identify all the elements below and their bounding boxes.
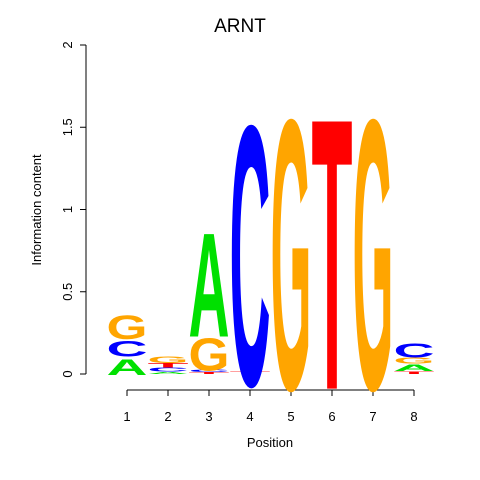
logo-letter-C-pos2: C <box>148 367 189 373</box>
logo-letter-T-pos8: T <box>394 371 435 375</box>
y-axis-label: Information content <box>29 154 44 266</box>
logo-letter-G-pos7: G <box>353 40 394 472</box>
logo-letter-T-pos6: T <box>312 39 353 472</box>
logo-letter-T-pos3: T <box>189 372 230 375</box>
logo-letter-G-pos5: G <box>271 40 312 472</box>
logo-letter-G-pos2: G <box>148 355 189 365</box>
logo-letter-G-pos3: G <box>189 328 230 380</box>
logo-letter-C-pos1: C <box>107 337 148 362</box>
logo-letter-A-pos1: A <box>107 355 148 380</box>
y-tick-label: 1.5 <box>60 118 75 136</box>
logo-letter-A-pos2: A <box>148 371 189 374</box>
x-tick-label: 3 <box>205 409 212 424</box>
x-tick-label: 5 <box>287 409 294 424</box>
x-tick-label: 2 <box>164 409 171 424</box>
logo-letter-T-pos4: T <box>230 371 271 375</box>
logo-letter-A-pos8: A <box>394 363 435 373</box>
x-axis-label: Position <box>247 435 293 450</box>
logo-letter-C-pos4: C <box>230 49 271 464</box>
y-tick-label: 0.5 <box>60 283 75 301</box>
chart-title: ARNT <box>214 16 266 37</box>
x-tick-label: 7 <box>369 409 376 424</box>
y-tick-label: 0 <box>60 370 75 377</box>
x-axis-ticks: 1 2 3 4 5 6 7 8 <box>123 390 418 424</box>
logo-letter-G-pos1: G <box>107 309 148 347</box>
logo-letter-T-pos2: T <box>148 362 189 369</box>
logo-letter-C-pos8: C <box>394 340 435 363</box>
y-tick-label: 2 <box>60 41 75 48</box>
logo-letter-G-pos8: G <box>394 356 435 365</box>
x-tick-label: 4 <box>246 409 253 424</box>
x-tick-label: 1 <box>123 409 130 424</box>
y-tick-label: 1 <box>60 206 75 213</box>
y-axis-ticks: 0 0.5 1 1.5 2 <box>60 41 86 378</box>
x-tick-label: 6 <box>328 409 335 424</box>
logo-letter-A-pos3: A <box>189 202 230 368</box>
logo-letter-C-pos3: C <box>189 369 230 373</box>
x-tick-label: 8 <box>410 409 417 424</box>
